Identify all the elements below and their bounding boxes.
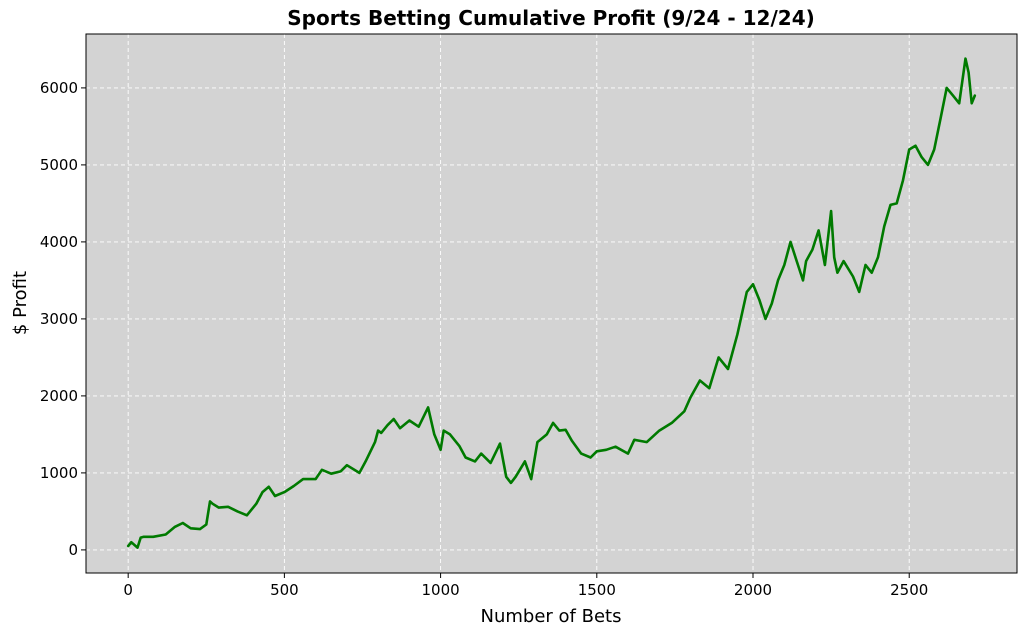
x-tick-label: 1000 xyxy=(421,581,459,599)
x-axis-label: Number of Bets xyxy=(481,606,622,627)
x-tick-label: 2500 xyxy=(890,581,928,599)
y-tick-label: 0 xyxy=(68,541,78,559)
x-tick-label: 1500 xyxy=(578,581,616,599)
y-tick-label: 6000 xyxy=(40,79,78,97)
y-tick-label: 5000 xyxy=(40,156,78,174)
y-tick-label: 1000 xyxy=(40,464,78,482)
plot-area-background xyxy=(86,34,1017,573)
y-tick-label: 3000 xyxy=(40,310,78,328)
series-layer xyxy=(126,57,977,549)
y-tick-label: 4000 xyxy=(40,233,78,251)
chart-title: Sports Betting Cumulative Profit (9/24 -… xyxy=(287,6,815,30)
y-tick-label: 2000 xyxy=(40,387,78,405)
x-tick-label: 0 xyxy=(123,581,133,599)
axis-ticks: 0 500 1000 1500 2000 2500 0 1000 2000 3000 4000 500… xyxy=(40,79,928,599)
profit-series-line xyxy=(126,57,977,549)
plot-area-frame xyxy=(85,33,1018,574)
y-axis-label: $ Profit xyxy=(10,271,31,335)
grid-lines xyxy=(86,34,1017,573)
x-tick-label: 500 xyxy=(270,581,299,599)
x-tick-label: 2000 xyxy=(734,581,772,599)
